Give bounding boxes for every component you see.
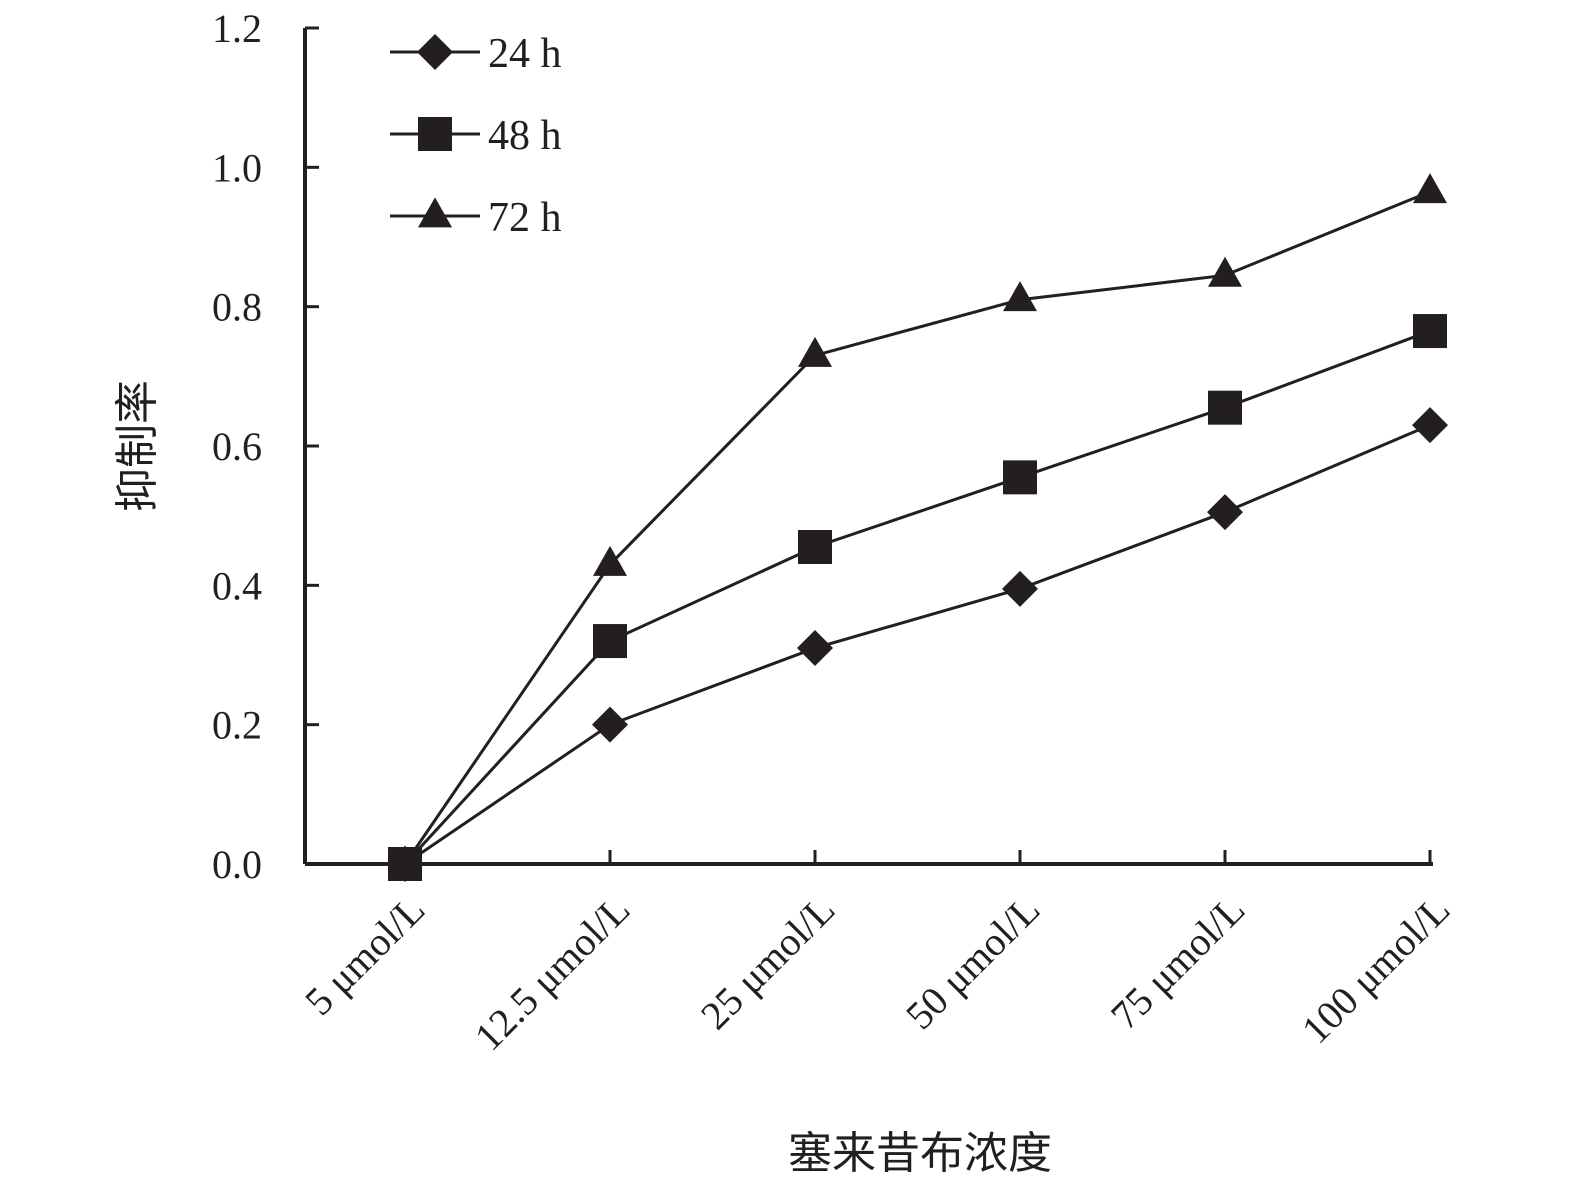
data-point	[1002, 570, 1038, 607]
series-0	[387, 407, 1448, 882]
legend-label: 24 h	[488, 31, 562, 77]
data-point	[1413, 314, 1447, 349]
y-tick-label: 1.0	[212, 145, 262, 190]
series-line	[403, 329, 1431, 866]
legend-item-2: 72 h	[390, 195, 562, 241]
data-point	[1207, 494, 1243, 531]
x-tick-label: 75 μmol/L	[1102, 887, 1253, 1038]
series-line	[403, 190, 1431, 865]
x-tick-label: 12.5 μmol/L	[466, 887, 639, 1060]
data-point	[1208, 390, 1242, 425]
axes	[303, 28, 1433, 866]
legend-label: 48 h	[488, 113, 562, 159]
data-point	[797, 630, 833, 667]
x-tick-label: 50 μmol/L	[897, 887, 1048, 1038]
data-point	[798, 336, 832, 367]
legend: 24 h 48 h 72 h	[390, 31, 562, 241]
data-point	[1003, 460, 1037, 495]
y-tick-label: 0.8	[212, 285, 262, 330]
x-tick-label: 25 μmol/L	[692, 887, 843, 1038]
y-tick-label: 1.2	[212, 6, 262, 51]
x-axis-ticks: 5 μmol/L 12.5 μmol/L 25 μmol/L 50 μmol/L 75 …	[296, 850, 1458, 1059]
x-tick-label: 5 μmol/L	[296, 887, 433, 1024]
series-layer	[387, 173, 1448, 882]
x-tick-label: 100 μmol/L	[1293, 887, 1459, 1053]
legend-marker	[418, 117, 452, 151]
data-point	[1003, 281, 1037, 312]
data-point	[593, 545, 627, 576]
legend-marker	[418, 197, 452, 228]
data-point	[593, 624, 627, 659]
legend-item-0: 24 h	[390, 31, 562, 77]
legend-marker	[417, 34, 453, 70]
data-point	[1412, 407, 1448, 444]
data-point	[1413, 173, 1447, 204]
series-1	[388, 314, 1447, 881]
series-line	[404, 423, 1431, 866]
y-tick-label: 0.4	[212, 563, 262, 608]
data-point	[798, 530, 832, 565]
legend-item-1: 48 h	[390, 113, 562, 159]
data-point	[592, 706, 628, 743]
y-tick-label: 0.2	[212, 703, 262, 748]
y-tick-label: 0.0	[212, 842, 262, 887]
series-2	[388, 173, 1447, 876]
data-point	[1208, 256, 1242, 287]
y-axis-title: 抑制率	[112, 380, 163, 512]
legend-label: 72 h	[488, 195, 562, 241]
y-axis-ticks: 0.0 0.2 0.4 0.6 0.8 1.0 1.2	[212, 6, 319, 887]
x-axis-title: 塞来昔布浓度	[788, 1128, 1052, 1179]
data-point	[388, 845, 422, 876]
y-tick-label: 0.6	[212, 424, 262, 469]
